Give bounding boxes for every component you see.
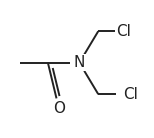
Text: N: N bbox=[74, 55, 85, 70]
Text: Cl: Cl bbox=[116, 24, 131, 39]
Text: Cl: Cl bbox=[123, 87, 138, 102]
Text: O: O bbox=[53, 101, 65, 116]
